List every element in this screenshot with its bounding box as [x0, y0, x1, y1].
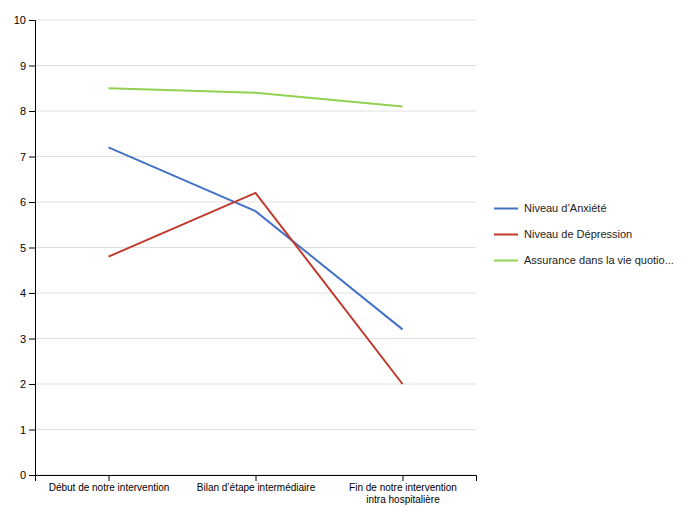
legend-swatch	[494, 260, 518, 262]
tick-label: 2	[20, 378, 26, 390]
tick: 5	[20, 242, 35, 254]
grid-line	[35, 202, 476, 203]
tick-label-line: intra hospitalière	[366, 494, 440, 505]
tick-mark	[29, 430, 35, 431]
legend-swatch	[494, 208, 518, 210]
tick-label: 3	[20, 333, 26, 345]
series-line	[109, 88, 403, 106]
legend-label: Niveau de Dépression	[524, 228, 632, 240]
tick-label-line: Bilan d’étape intermédiaire	[197, 482, 316, 493]
tick-mark	[109, 475, 110, 481]
legend-item: Assurance dans la vie quotio...	[494, 254, 674, 266]
marks	[109, 88, 403, 384]
tick-label: 6	[20, 196, 26, 208]
tick-label-line: Fin de notre intervention	[349, 482, 457, 493]
tick-mark	[29, 339, 35, 340]
x-axis: Début de notre intervention Bilan d’étape…	[36, 475, 477, 505]
tick-label: Fin de notre interventionintra hospitali…	[349, 482, 457, 505]
tick-mark	[403, 475, 404, 481]
tick: 4	[20, 287, 35, 299]
grid-line	[35, 65, 476, 66]
tick-label: 10	[14, 14, 26, 26]
tick-mark	[29, 384, 35, 385]
grid-line	[35, 338, 476, 339]
plot: 0 1 2 3 4 5 6 7 8 9 10 Début de notre intervention B…	[14, 14, 477, 505]
series-line	[109, 193, 403, 384]
grid-line	[35, 384, 476, 385]
chart: 0 1 2 3 4 5 6 7 8 9 10 Début de notre intervention B…	[0, 0, 691, 525]
legend-item: Niveau de Dépression	[494, 228, 632, 240]
tick-label: 7	[20, 151, 26, 163]
tick: Début de notre intervention	[49, 475, 170, 493]
grid-line	[35, 20, 476, 21]
tick-mark	[29, 66, 35, 67]
tick: Bilan d’étape intermédiaire	[197, 475, 316, 493]
legend-item: Niveau d’Anxiété	[494, 202, 607, 214]
tick-label: 0	[20, 469, 26, 481]
tick-label: 1	[20, 424, 26, 436]
tick-mark	[29, 248, 35, 249]
tick-mark	[29, 157, 35, 158]
tick-label: 4	[20, 287, 26, 299]
tick: 10	[14, 14, 35, 26]
grid-line	[35, 111, 476, 112]
grid-line	[35, 429, 476, 430]
axis-line	[36, 476, 477, 482]
tick: 0	[20, 469, 35, 481]
tick: 2	[20, 378, 35, 390]
axis-line	[29, 21, 36, 476]
tick-mark	[256, 475, 257, 481]
legend-label: Assurance dans la vie quotio...	[524, 254, 674, 266]
tick-mark	[29, 293, 35, 294]
tick: 7	[20, 151, 35, 163]
tick-label: Bilan d’étape intermédiaire	[197, 482, 316, 493]
grid-line	[35, 156, 476, 157]
tick: 9	[20, 60, 35, 72]
tick-mark	[29, 475, 35, 476]
tick-label: Début de notre intervention	[49, 482, 170, 493]
tick-mark	[29, 20, 35, 21]
grid-line	[35, 247, 476, 248]
legend-swatch	[494, 234, 518, 236]
tick: 1	[20, 424, 35, 436]
tick-mark	[29, 111, 35, 112]
tick: 8	[20, 105, 35, 117]
tick: Fin de notre interventionintra hospitali…	[349, 475, 457, 505]
tick-mark	[29, 202, 35, 203]
grid	[35, 20, 476, 475]
y-axis: 0 1 2 3 4 5 6 7 8 9 10	[14, 14, 36, 481]
tick-label-line: Début de notre intervention	[49, 482, 170, 493]
tick: 3	[20, 333, 35, 345]
tick: 6	[20, 196, 35, 208]
legend-label: Niveau d’Anxiété	[524, 202, 607, 214]
tick-label: 9	[20, 60, 26, 72]
tick-label: 8	[20, 105, 26, 117]
grid-line	[35, 293, 476, 294]
legend: Niveau d’Anxiété Niveau de Dépression Assu…	[494, 202, 674, 266]
tick-label: 5	[20, 242, 26, 254]
